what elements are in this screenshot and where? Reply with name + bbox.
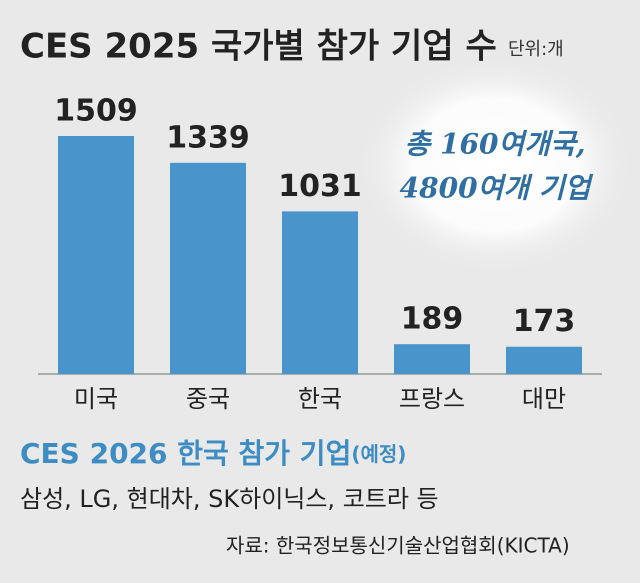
bar bbox=[58, 136, 134, 374]
value-label: 1339 bbox=[166, 120, 250, 155]
value-label: 1031 bbox=[278, 169, 362, 204]
source: 자료: 한국정보통신기술산업협회(KICTA) bbox=[226, 534, 570, 558]
bar bbox=[506, 346, 582, 374]
x-tick-label: 프랑스 bbox=[399, 385, 465, 413]
annotation: 4800여개 기업 bbox=[400, 172, 594, 205]
section-note: (예정) bbox=[351, 442, 406, 466]
chart-title: CES 2025 국가별 참가 기업 수 bbox=[20, 27, 497, 67]
companies: 삼성, LG, 현대차, SK하이닉스, 코트라 등 bbox=[20, 485, 439, 513]
x-tick-label: 대만 bbox=[522, 385, 566, 413]
glow bbox=[355, 55, 635, 275]
section-title: CES 2026 한국 참가 기업(예정) bbox=[20, 437, 406, 470]
bar bbox=[282, 211, 358, 374]
unit-label: 단위:개 bbox=[508, 39, 564, 60]
value-label: 189 bbox=[401, 302, 464, 337]
x-tick-label: 중국 bbox=[186, 385, 230, 413]
value-label: 1509 bbox=[54, 94, 138, 129]
value-label: 173 bbox=[513, 304, 576, 339]
x-tick-label: 한국 bbox=[298, 385, 342, 413]
annotation: 총 160여개국, bbox=[405, 128, 586, 161]
bar bbox=[170, 162, 246, 374]
bar bbox=[394, 344, 470, 374]
x-tick-label: 미국 bbox=[74, 385, 118, 413]
